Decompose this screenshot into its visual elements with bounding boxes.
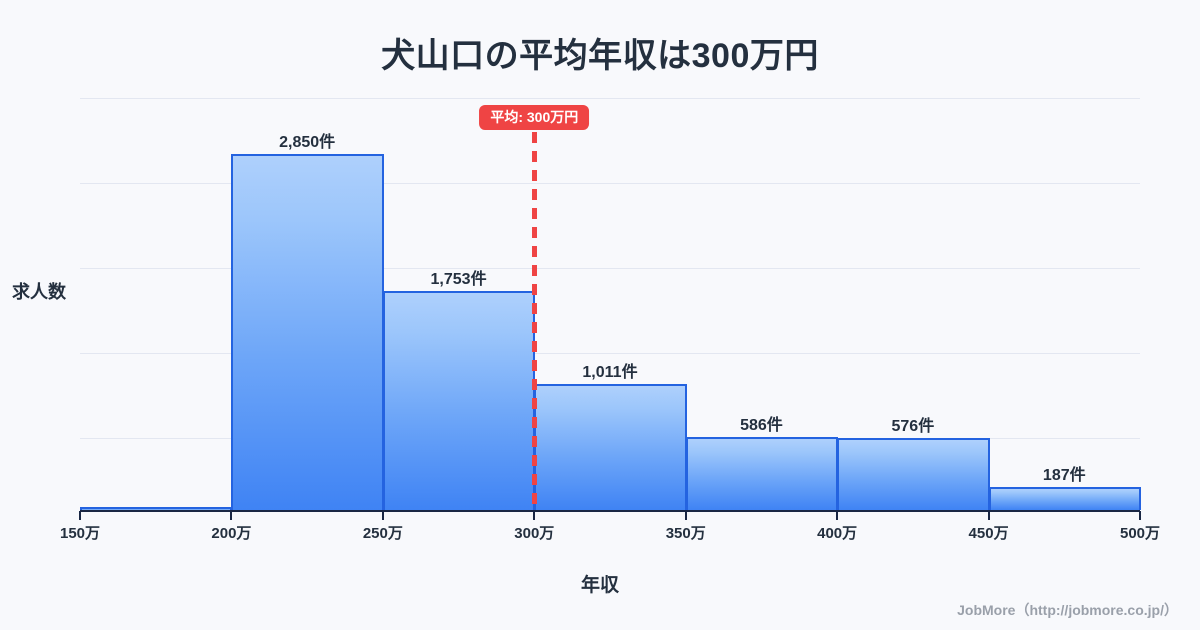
x-axis-tick-label: 200万 xyxy=(211,525,252,542)
x-axis-tick-label: 150万 xyxy=(59,525,101,542)
bar-value-label: 2,850件 xyxy=(279,134,336,152)
x-axis-tick xyxy=(381,511,384,520)
gridline xyxy=(80,268,1140,269)
bar[interactable] xyxy=(231,154,384,510)
footer-credit: JobMore（http://jobmore.co.jp/） xyxy=(957,602,1178,618)
x-axis-tick-label: 350万 xyxy=(665,525,706,542)
x-axis-tick-label: 300万 xyxy=(514,525,555,542)
bar[interactable] xyxy=(382,291,536,510)
bar[interactable] xyxy=(80,507,233,510)
x-axis-tick xyxy=(79,511,81,520)
y-axis-title: 求人数 xyxy=(12,282,66,302)
bar[interactable] xyxy=(685,436,839,510)
x-axis-tick-label: 450万 xyxy=(968,525,1009,542)
x-axis-tick xyxy=(684,511,687,520)
x-axis-tick xyxy=(230,511,233,520)
x-axis-title: 年収 xyxy=(580,575,619,596)
bar-value-label: 576件 xyxy=(891,418,935,436)
plot-area xyxy=(80,98,1141,510)
gridline xyxy=(80,183,1140,184)
bar-value-label: 586件 xyxy=(740,416,783,434)
bar-value-label: 1,753件 xyxy=(430,271,487,289)
average-line xyxy=(532,132,538,512)
bar[interactable] xyxy=(837,438,990,510)
bar-value-label: 1,011件 xyxy=(582,363,638,381)
chart-title: 犬山口の平均年収は300万円 xyxy=(381,37,819,75)
x-axis-line xyxy=(80,510,1140,512)
x-axis-tick xyxy=(987,511,990,520)
bar[interactable] xyxy=(988,486,1141,510)
x-axis-tick-label: 250万 xyxy=(362,525,403,542)
x-axis-tick xyxy=(836,511,839,520)
average-badge: 平均: 300万円 xyxy=(479,105,590,130)
bar[interactable] xyxy=(534,383,687,510)
bar-value-label: 187件 xyxy=(1042,466,1086,484)
gridline xyxy=(80,98,1140,99)
x-axis-tick-label: 500万 xyxy=(1119,525,1161,542)
x-axis-tick-label: 400万 xyxy=(817,525,858,542)
gridline xyxy=(80,353,1140,354)
x-axis-tick xyxy=(533,511,536,520)
x-axis-tick xyxy=(1139,511,1141,520)
